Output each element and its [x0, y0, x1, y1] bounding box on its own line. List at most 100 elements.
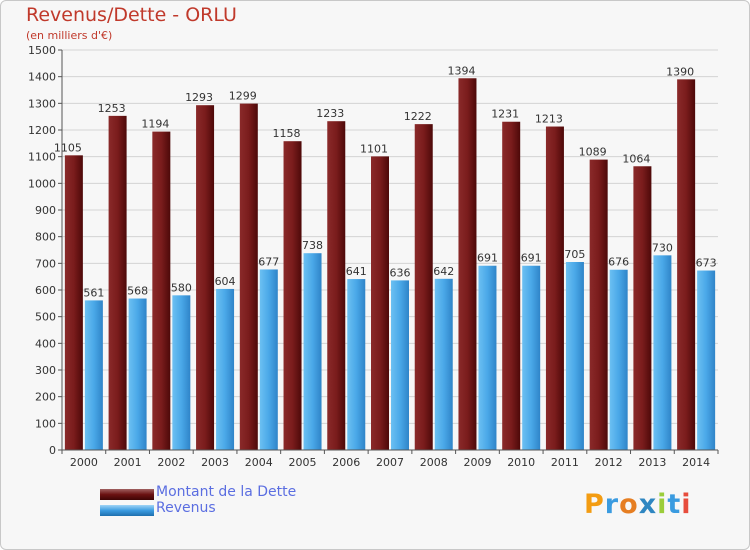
legend-swatch-dette — [100, 489, 154, 500]
logo-letter: o — [619, 489, 639, 520]
bar-revenus — [522, 265, 541, 450]
x-tick-label: 2011 — [551, 456, 579, 469]
legend-label-dette: Montant de la Dette — [156, 484, 297, 500]
data-label-revenus: 642 — [433, 265, 454, 278]
logo-letter: r — [604, 489, 620, 520]
bar-revenus — [347, 279, 366, 450]
data-label-revenus: 691 — [521, 252, 542, 265]
logo-letter: i — [657, 489, 668, 520]
bar-revenus — [172, 295, 191, 450]
legend-label-revenus: Revenus — [156, 500, 216, 516]
data-label-revenus: 636 — [390, 266, 411, 279]
data-label-dette: 1194 — [141, 118, 169, 131]
bar-revenus — [128, 298, 147, 450]
data-label-dette: 1233 — [316, 107, 344, 120]
data-label-revenus: 604 — [215, 275, 236, 288]
data-label-dette: 1089 — [579, 146, 607, 159]
data-label-revenus: 673 — [696, 257, 717, 270]
x-tick-label: 2007 — [376, 456, 404, 469]
data-label-revenus: 561 — [83, 286, 104, 299]
y-tick-label: 300 — [35, 364, 56, 377]
data-label-dette: 1390 — [666, 65, 694, 78]
data-label-dette: 1064 — [622, 152, 650, 165]
y-tick-label: 600 — [35, 284, 56, 297]
bar-revenus — [434, 278, 453, 450]
bar-dette — [108, 115, 127, 450]
logo-letter: i — [681, 489, 692, 520]
bar-revenus — [259, 269, 278, 450]
bar-revenus — [565, 262, 584, 450]
bar-dette — [677, 79, 696, 450]
data-label-revenus: 676 — [608, 256, 629, 269]
bar-dette — [283, 141, 302, 450]
chart-title: Revenus/Dette - ORLU — [26, 4, 237, 26]
data-label-dette: 1158 — [273, 127, 301, 140]
bar-dette — [196, 105, 215, 450]
data-label-revenus: 568 — [127, 285, 148, 298]
y-tick-label: 1200 — [28, 124, 56, 137]
bar-revenus — [697, 270, 716, 450]
data-label-dette: 1231 — [491, 108, 519, 121]
x-tick-label: 2001 — [114, 456, 142, 469]
y-tick-label: 1400 — [28, 71, 56, 84]
data-label-revenus: 705 — [564, 248, 585, 261]
data-label-dette: 1213 — [535, 113, 563, 126]
data-label-dette: 1253 — [98, 102, 126, 115]
y-tick-label: 400 — [35, 337, 56, 350]
data-label-revenus: 677 — [258, 255, 279, 268]
bar-revenus — [84, 300, 103, 450]
bar-dette — [152, 131, 171, 450]
data-label-dette: 1394 — [447, 64, 475, 77]
bar-dette — [64, 155, 83, 451]
y-tick-label: 200 — [35, 391, 56, 404]
bar-dette — [502, 121, 521, 450]
bar-revenus — [303, 253, 322, 450]
data-label-revenus: 580 — [171, 281, 192, 294]
bar-dette — [371, 156, 389, 450]
y-tick-label: 1100 — [28, 151, 56, 164]
proxiti-logo: Proxiti — [584, 489, 692, 520]
y-tick-label: 100 — [35, 417, 56, 430]
bar-dette — [414, 124, 433, 450]
data-label-revenus: 641 — [346, 265, 367, 278]
y-tick-label: 0 — [49, 444, 56, 457]
y-tick-label: 1500 — [28, 44, 56, 57]
y-tick-label: 500 — [35, 311, 56, 324]
x-tick-label: 2009 — [463, 456, 491, 469]
y-tick-label: 800 — [35, 231, 56, 244]
bar-revenus — [653, 255, 672, 450]
x-tick-label: 2006 — [332, 456, 360, 469]
data-label-dette: 1101 — [360, 142, 388, 155]
bar-dette — [589, 159, 608, 450]
bar-revenus — [216, 288, 235, 450]
x-tick-label: 2008 — [420, 456, 448, 469]
x-tick-label: 2013 — [638, 456, 666, 469]
y-tick-label: 1300 — [28, 97, 56, 110]
x-tick-label: 2003 — [201, 456, 229, 469]
data-label-revenus: 730 — [652, 241, 673, 254]
data-label-dette: 1105 — [54, 141, 82, 154]
x-tick-label: 2005 — [289, 456, 317, 469]
y-tick-label: 700 — [35, 257, 56, 270]
bar-dette — [545, 126, 564, 451]
legend-swatch-revenus — [100, 505, 154, 516]
bar-dette — [239, 103, 258, 450]
logo-letter: x — [638, 489, 658, 520]
data-label-dette: 1293 — [185, 91, 213, 104]
data-label-dette: 1222 — [404, 110, 432, 123]
y-tick-label: 1000 — [28, 177, 56, 190]
x-tick-label: 2000 — [70, 456, 98, 469]
bar-dette — [458, 78, 477, 451]
data-label-dette: 1299 — [229, 90, 257, 103]
x-tick-label: 2010 — [507, 456, 535, 469]
y-tick-label: 900 — [35, 204, 56, 217]
bar-revenus — [478, 265, 497, 450]
data-label-revenus: 738 — [302, 239, 323, 252]
chart-subtitle: (en milliers d'€) — [26, 29, 113, 42]
x-tick-label: 2012 — [595, 456, 623, 469]
bar-dette — [327, 121, 346, 450]
data-label-revenus: 691 — [477, 252, 498, 265]
bar-revenus — [609, 269, 628, 450]
x-tick-label: 2014 — [682, 456, 710, 469]
